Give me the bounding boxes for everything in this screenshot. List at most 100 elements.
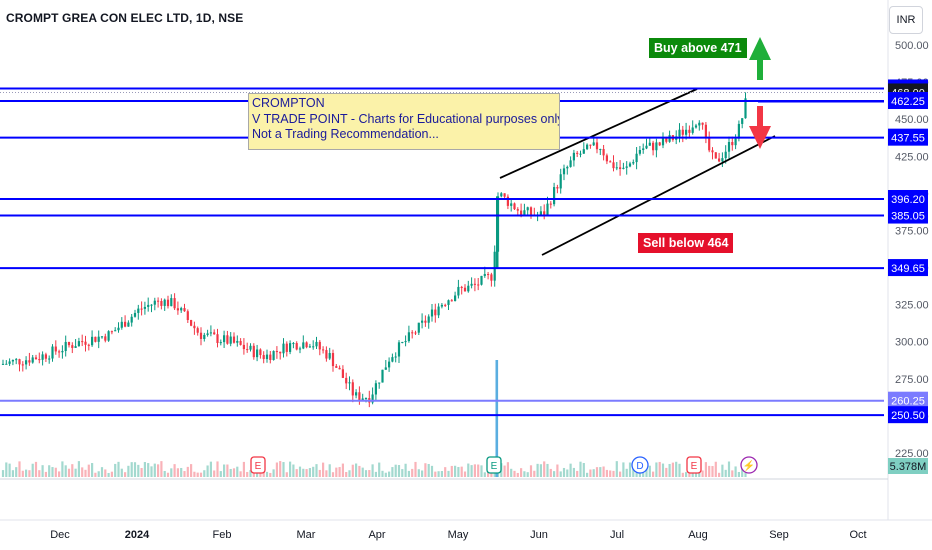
volume-bar bbox=[652, 471, 655, 477]
candle-body bbox=[173, 298, 176, 309]
volume-bar bbox=[275, 462, 278, 477]
volume-bar bbox=[272, 469, 275, 477]
volume-bar bbox=[180, 467, 183, 477]
volume-bar bbox=[302, 468, 305, 477]
volume-bar bbox=[642, 470, 645, 477]
volume-tag-label: 5.378M bbox=[890, 461, 927, 473]
volume-bar bbox=[209, 461, 212, 477]
volume-bar bbox=[675, 461, 678, 477]
event-marker-label: D bbox=[636, 461, 643, 472]
volume-bar bbox=[671, 462, 674, 477]
event-marker-label: ⚡ bbox=[743, 459, 755, 472]
volume-bar bbox=[609, 470, 612, 477]
y-tick-label: 375.00 bbox=[895, 225, 929, 237]
volume-bar bbox=[655, 462, 658, 477]
volume-bar bbox=[562, 467, 566, 477]
volume-bar bbox=[737, 471, 740, 477]
volume-bar bbox=[404, 463, 407, 477]
candle-body bbox=[150, 304, 153, 306]
volume-bar bbox=[579, 461, 582, 477]
candle-body bbox=[652, 142, 655, 151]
candle-body bbox=[351, 382, 354, 396]
buy-arrow-icon bbox=[749, 37, 771, 60]
volume-bar bbox=[269, 472, 272, 477]
volume-bar bbox=[454, 465, 457, 477]
volume-bar bbox=[632, 469, 635, 477]
volume-bar bbox=[176, 468, 179, 477]
currency-button[interactable]: INR bbox=[889, 6, 923, 34]
volume-bar bbox=[289, 461, 292, 477]
volume-bar bbox=[97, 471, 100, 477]
volume-bar bbox=[110, 471, 113, 477]
candle-body bbox=[510, 203, 513, 206]
volume-bar bbox=[582, 463, 585, 477]
candle-body bbox=[11, 359, 14, 362]
volume-bar bbox=[414, 461, 417, 477]
volume-bar bbox=[328, 464, 331, 477]
candle-body bbox=[18, 359, 21, 365]
volume-bar bbox=[312, 466, 315, 477]
candle-body bbox=[582, 149, 585, 154]
volume-bar bbox=[318, 469, 321, 477]
volume-bar bbox=[724, 469, 727, 477]
volume-bar bbox=[595, 467, 599, 477]
price-tag-bg bbox=[888, 206, 928, 224]
volume-bar bbox=[256, 472, 259, 477]
candle-body bbox=[252, 345, 255, 358]
volume-bar bbox=[186, 466, 189, 477]
volume-bar bbox=[84, 469, 87, 477]
candle-body bbox=[226, 335, 229, 344]
volume-bar bbox=[107, 472, 110, 477]
volume-bar bbox=[8, 463, 11, 477]
y-tick-label: 450.00 bbox=[895, 114, 929, 126]
candle-body bbox=[67, 341, 71, 346]
candle-body bbox=[648, 142, 651, 146]
event-marker-icon bbox=[250, 456, 266, 474]
sell-arrow-icon bbox=[749, 126, 771, 149]
candle-body bbox=[223, 335, 226, 343]
candle-body bbox=[622, 167, 625, 169]
volume-bar bbox=[546, 463, 549, 477]
volume-bar bbox=[74, 468, 77, 477]
y-tick-label: 300.00 bbox=[895, 337, 929, 349]
candle-body bbox=[605, 155, 608, 162]
x-tick-label: Jun bbox=[530, 529, 548, 541]
volume-bar bbox=[378, 462, 381, 477]
candle-body bbox=[579, 153, 582, 155]
volume-bar bbox=[150, 466, 153, 477]
candle-body bbox=[246, 349, 249, 351]
candle-body bbox=[391, 357, 394, 362]
candle-body bbox=[718, 158, 721, 162]
volume-bar bbox=[203, 470, 206, 477]
candle-body bbox=[71, 345, 74, 348]
candle-body bbox=[203, 334, 206, 339]
x-tick-label: Mar bbox=[297, 529, 316, 541]
volume-bar bbox=[430, 465, 434, 477]
event-marker-label: E bbox=[691, 461, 698, 472]
candle-body bbox=[625, 166, 628, 168]
candle-body bbox=[460, 286, 463, 288]
volume-bar bbox=[361, 467, 364, 477]
volume-bar bbox=[460, 466, 463, 477]
candle-body bbox=[602, 149, 605, 156]
candle-body bbox=[744, 98, 747, 119]
price-tag-bg bbox=[888, 406, 928, 424]
candle-body bbox=[180, 308, 183, 311]
volume-bar bbox=[338, 467, 341, 477]
volume-bar bbox=[708, 465, 711, 477]
volume-bar bbox=[140, 468, 143, 477]
candle-body bbox=[44, 354, 47, 359]
sell-signal-label: Sell below 464 bbox=[638, 233, 734, 253]
price-tag-label: 385.05 bbox=[891, 211, 925, 223]
event-marker-icon bbox=[486, 456, 502, 474]
candle-body bbox=[262, 355, 265, 360]
candle-body bbox=[529, 207, 533, 215]
volume-bar bbox=[424, 463, 427, 477]
volume-bar bbox=[503, 465, 506, 477]
candle-body bbox=[374, 383, 377, 395]
volume-bar bbox=[124, 472, 127, 477]
candle-body bbox=[265, 354, 269, 360]
candle-body bbox=[325, 350, 328, 359]
volume-bar bbox=[447, 470, 450, 477]
